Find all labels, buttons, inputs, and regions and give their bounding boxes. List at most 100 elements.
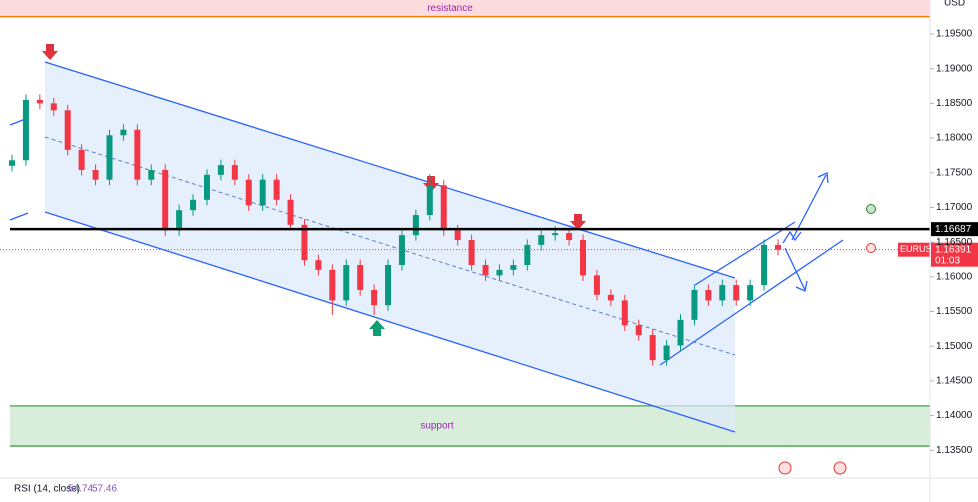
alert-icon[interactable] (866, 204, 876, 214)
event-icon[interactable] (778, 461, 792, 475)
candle-body (315, 260, 322, 270)
y-tick-label: 1.18500 (936, 98, 973, 109)
candle-body (245, 179, 252, 206)
projection (782, 230, 802, 244)
candle-body (134, 129, 141, 180)
candles (9, 94, 781, 366)
channel-lower (44, 211, 736, 433)
axis-unit: USD (944, 0, 965, 9)
candle-body (92, 169, 99, 180)
candle-body (120, 129, 127, 136)
candle-body (705, 289, 712, 301)
candle-body (231, 165, 238, 180)
candle-body (190, 199, 197, 211)
candle-body (301, 224, 308, 261)
sell-signal (570, 214, 586, 230)
candle-body (677, 319, 684, 346)
y-tick-label: 1.14000 (936, 410, 973, 421)
resistance-label: resistance (427, 3, 473, 14)
candle-body (496, 269, 503, 276)
candle-body (371, 289, 378, 306)
y-tick-label: 1.17000 (936, 202, 973, 213)
candle-body (176, 210, 183, 231)
y-tick-label: 1.16500 (936, 237, 973, 248)
candle-body (747, 285, 754, 301)
y-tick-label: 1.13500 (936, 445, 973, 456)
rsi-label: RSI (14, close) (14, 484, 80, 495)
y-tick-label: 1.14500 (936, 376, 973, 387)
candle-body (761, 244, 768, 286)
candle-body (663, 345, 670, 361)
resistance-zone (0, 0, 930, 17)
channel-upper (44, 61, 736, 279)
y-tick-label: 1.17500 (936, 167, 973, 178)
candle-body (412, 215, 419, 236)
candle-body (635, 325, 642, 336)
candle-body (691, 289, 698, 320)
candle-body (329, 269, 336, 301)
candle-body (385, 265, 392, 306)
candle-body (259, 179, 266, 206)
channel-mid (44, 136, 736, 356)
candle-body (552, 233, 559, 236)
candle-body (621, 300, 628, 326)
candle-body (440, 185, 447, 231)
y-tick-label: 1.19000 (936, 63, 973, 74)
candle-body (162, 169, 169, 231)
key-level-badge (931, 222, 978, 237)
support-zone (10, 405, 930, 447)
arrow-head (795, 280, 808, 292)
candle-body (482, 265, 489, 276)
zones: resistance support (0, 0, 930, 447)
sell-signal (42, 44, 58, 60)
candle-body (217, 165, 224, 175)
countdown-label: 01:03 (935, 255, 960, 266)
candle-body (538, 235, 545, 245)
price-label: 1.16391 (935, 244, 972, 255)
sell-signal (423, 176, 439, 192)
rising-lower (659, 239, 844, 366)
candle-body (398, 235, 405, 266)
candle-body (148, 169, 155, 180)
support-label: support (420, 421, 454, 432)
symbol-label: EURUSD (900, 244, 939, 254)
candle-body (203, 174, 210, 200)
candle-body (566, 233, 573, 241)
candle-body (524, 244, 531, 266)
candle-body (607, 294, 614, 301)
candle-body (719, 285, 726, 301)
candle-body (50, 103, 57, 111)
candle-body (775, 244, 781, 250)
y-tick-label: 1.15000 (936, 341, 973, 352)
candle-body (510, 265, 517, 270)
rsi-value: 54.74 (68, 484, 93, 495)
candle-body (287, 199, 294, 225)
channel-stub (9, 212, 29, 221)
candle-body (454, 230, 461, 241)
candle-body (106, 135, 113, 180)
candle-body (733, 285, 740, 301)
candle-body (649, 335, 656, 361)
price-badge (931, 242, 978, 267)
y-tick-label: 1.18000 (936, 133, 973, 144)
event-icon[interactable] (833, 461, 847, 475)
arrow-down (784, 247, 806, 291)
candle-body (64, 110, 71, 150)
rsi-value: 57.46 (92, 484, 117, 495)
arrow-head (817, 172, 829, 184)
candle-body (593, 275, 600, 295)
candle-body (343, 265, 350, 301)
rising-upper (694, 221, 796, 286)
key-level-label: 1.16687 (935, 224, 972, 235)
buy-signal (369, 320, 385, 336)
candle-body (468, 240, 475, 266)
symbol-badge (898, 242, 930, 257)
channel-fill (45, 62, 735, 432)
candle-body (580, 240, 587, 276)
candle-body (78, 149, 85, 170)
y-tick-label: 1.19500 (936, 29, 973, 40)
alert-icon[interactable] (866, 243, 876, 253)
y-tick-label: 1.15500 (936, 306, 973, 317)
